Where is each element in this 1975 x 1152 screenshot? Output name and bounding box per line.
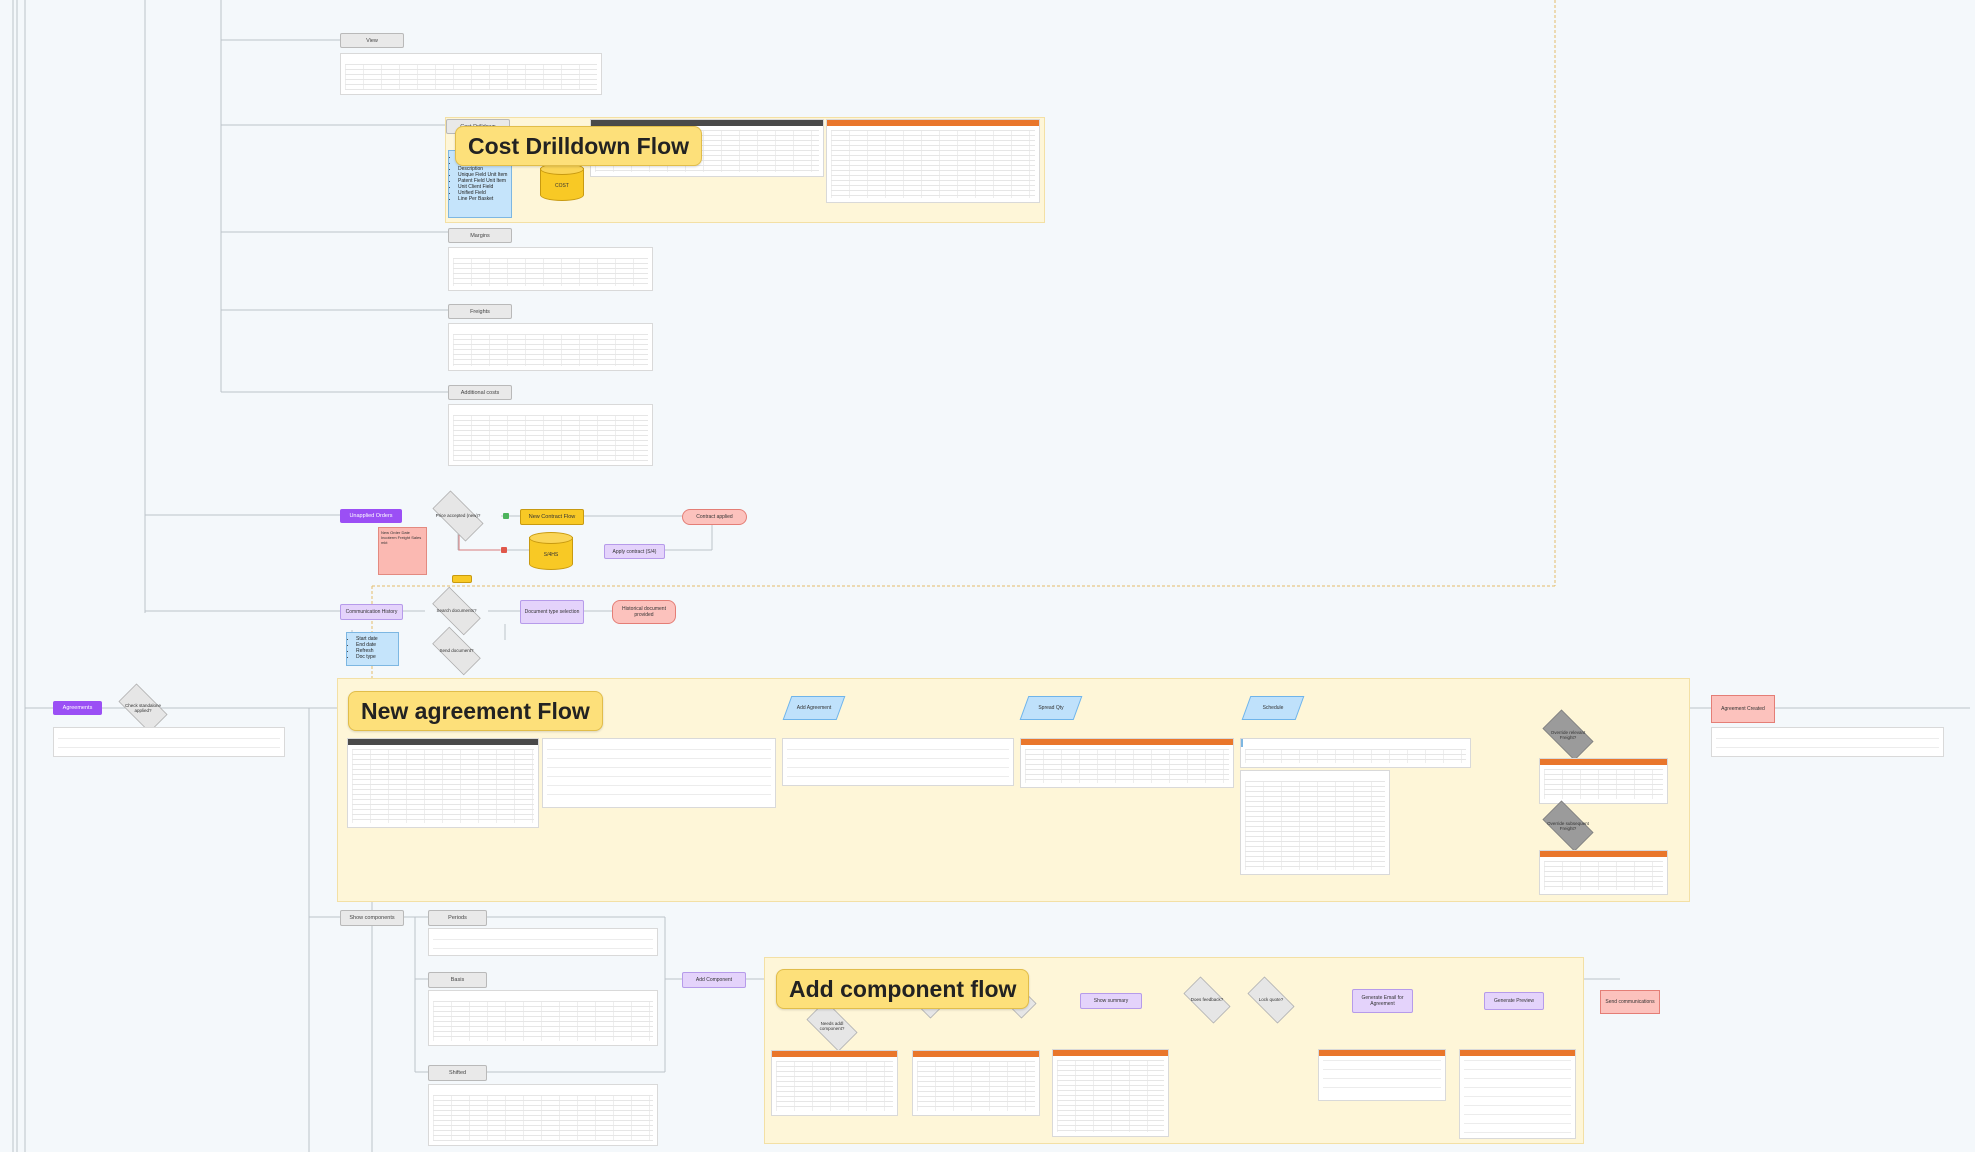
historical-document-node: Historical document provided [612, 600, 676, 624]
preview-screenshot [1459, 1049, 1576, 1139]
cost-detail-screenshot [826, 119, 1040, 203]
override-subsequent-decision: Override subsequent Freight? [1536, 800, 1600, 852]
margins-screenshot [448, 247, 653, 291]
new-contract-flow-node: New Contract Flow [520, 509, 584, 525]
list-item: Description [458, 166, 511, 172]
list-item: Start date [356, 636, 398, 642]
list-item: Unit Client Field [458, 184, 511, 190]
agreements-screenshot [53, 727, 285, 757]
basis-screenshot [428, 990, 658, 1046]
cost-database-icon: COST [540, 163, 584, 201]
show-components-node: Show components [340, 910, 404, 926]
document-type-selection-node: Document type selection [520, 600, 584, 624]
new-order-note: New Order Date Incoterm Freight Sales mk… [378, 527, 427, 575]
override-relevant-decision: Override relevant Freight? [1536, 709, 1600, 761]
list-item: End date [356, 642, 398, 648]
component-screenshot-3 [1052, 1049, 1169, 1137]
communication-history-node: Communication History [340, 604, 403, 620]
margins-node: Margins [448, 228, 512, 243]
does-feedback-decision: Does feedback? [1177, 976, 1237, 1024]
show-summary-node: Show summary [1080, 993, 1142, 1009]
schedule-detail-screenshot [1240, 770, 1390, 875]
override-subsequent-screenshot [1539, 850, 1668, 895]
basis-node: Basis [428, 972, 487, 988]
cost-drilldown-flow-title: Cost Drilldown Flow [455, 126, 703, 166]
list-item: Refresh [356, 648, 398, 654]
additional-costs-node: Additional costs [448, 385, 512, 400]
small-yellow-tag [452, 575, 472, 583]
send-communications-node: Send communications [1600, 990, 1660, 1014]
list-item: Line Per Basket [458, 196, 511, 202]
add-component-flow-title: Add component flow [776, 969, 1030, 1009]
apply-contract-node: Apply contract (S/4) [604, 544, 665, 559]
add-agreement-screenshot [782, 738, 1014, 786]
yes-marker [503, 513, 509, 519]
agreement-created-node: Agreement Created [1711, 695, 1775, 723]
email-screenshot [1318, 1049, 1446, 1101]
agreements-node: Agreements [53, 701, 102, 715]
unapplied-orders-node: Unapplied Orders [340, 509, 402, 523]
shifted-node: Shifted [428, 1065, 487, 1081]
list-item: Patent Field Unit Item [458, 178, 511, 184]
search-documents-decision: Search documents? [425, 586, 488, 636]
schedule-screenshot [1240, 738, 1471, 768]
periods-node: Periods [428, 910, 487, 926]
freights-node: Freights [448, 304, 512, 319]
override-relevant-screenshot [1539, 758, 1668, 804]
add-component-node: Add Component [682, 972, 746, 988]
list-item: Unique Field Unit Item [458, 172, 511, 178]
schedule-node: Schedule [1246, 696, 1300, 720]
comm-fields-list: Start dateEnd dateRefreshDoc type [346, 632, 399, 666]
component-screenshot-2 [912, 1050, 1040, 1116]
generate-preview-node: Generate Preview [1484, 992, 1544, 1010]
price-accepted-decision: Price accepted (new)? [425, 490, 491, 542]
no-marker [501, 547, 507, 553]
spread-qty-screenshot [1020, 738, 1234, 788]
shifted-screenshot [428, 1084, 658, 1146]
contract-applied-node: Contract applied [682, 509, 747, 525]
additional-costs-screenshot [448, 404, 653, 466]
list-item: Doc type [356, 654, 398, 660]
list-item: Unified Field [458, 190, 511, 196]
agreement-list-screenshot [347, 738, 539, 828]
freights-screenshot [448, 323, 653, 371]
agreement-form-screenshot [542, 738, 776, 808]
add-agreement-node: Add Agreement [787, 696, 841, 720]
view-node: View [340, 33, 404, 48]
s4-database-icon: S/4HS [529, 532, 573, 570]
periods-screenshot [428, 928, 658, 956]
agreement-created-screenshot [1711, 727, 1944, 757]
check-standalone-decision: Check standalone applied? [112, 683, 174, 733]
spread-qty-node: Spread Qty [1024, 696, 1078, 720]
lock-quote-decision: Lock quote? [1241, 976, 1301, 1024]
generate-email-node: Generate Email for Agreement [1352, 989, 1413, 1013]
new-agreement-flow-title: New agreement Flow [348, 691, 603, 731]
send-document-decision: Send document? [425, 626, 488, 676]
view-screenshot [340, 53, 602, 95]
component-screenshot-1 [771, 1050, 898, 1116]
needs-component-decision: Needs addl component? [800, 1000, 864, 1052]
